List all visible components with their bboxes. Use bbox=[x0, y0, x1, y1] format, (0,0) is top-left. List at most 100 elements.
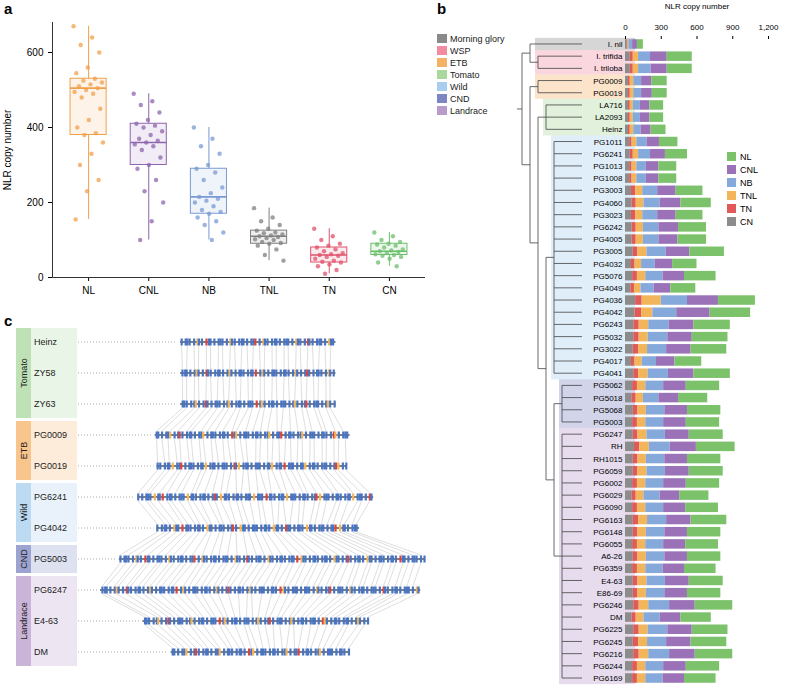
svg-text:ETB: ETB bbox=[19, 442, 29, 460]
svg-text:PG4042: PG4042 bbox=[34, 523, 67, 533]
svg-text:PG6247: PG6247 bbox=[593, 430, 623, 439]
svg-text:200: 200 bbox=[27, 197, 44, 208]
svg-text:DM: DM bbox=[610, 613, 623, 622]
svg-text:PG1013: PG1013 bbox=[593, 162, 623, 171]
svg-text:PG6359: PG6359 bbox=[593, 564, 623, 573]
svg-text:PG6059: PG6059 bbox=[593, 467, 623, 476]
svg-text:PG4060: PG4060 bbox=[593, 199, 623, 208]
svg-text:PG5003: PG5003 bbox=[34, 554, 67, 564]
svg-text:Heinz: Heinz bbox=[34, 337, 58, 347]
svg-text:PG0019: PG0019 bbox=[34, 461, 67, 471]
svg-text:LA2093: LA2093 bbox=[595, 113, 623, 122]
svg-text:RH: RH bbox=[611, 442, 623, 451]
svg-text:TN: TN bbox=[323, 285, 336, 296]
svg-text:PG5068: PG5068 bbox=[593, 406, 623, 415]
svg-text:PG6148: PG6148 bbox=[593, 528, 623, 537]
svg-text:0: 0 bbox=[38, 272, 44, 283]
svg-text:DM: DM bbox=[34, 647, 48, 657]
svg-text:PG3022: PG3022 bbox=[593, 345, 623, 354]
svg-text:TNL: TNL bbox=[260, 285, 279, 296]
svg-text:1,200: 1,200 bbox=[758, 23, 779, 32]
svg-text:NLR copy number: NLR copy number bbox=[665, 2, 730, 11]
html-text:CNL: CNL bbox=[740, 164, 758, 175]
html-text:TNL: TNL bbox=[740, 190, 757, 201]
svg-text:PG1011: PG1011 bbox=[594, 138, 623, 147]
svg-text:CND: CND bbox=[19, 549, 29, 569]
svg-text:Tomato: Tomato bbox=[19, 358, 29, 388]
svg-text:PG1008: PG1008 bbox=[593, 174, 623, 183]
svg-text:CN: CN bbox=[382, 285, 396, 296]
svg-text:NL: NL bbox=[82, 285, 95, 296]
svg-text:PG6090: PG6090 bbox=[593, 503, 623, 512]
svg-text:600: 600 bbox=[27, 47, 44, 58]
svg-text:I. trifida: I. trifida bbox=[596, 52, 623, 61]
svg-text:PG5003: PG5003 bbox=[593, 418, 623, 427]
svg-text:300: 300 bbox=[655, 23, 669, 32]
svg-text:PG4036: PG4036 bbox=[593, 296, 623, 305]
html-text:TN: TN bbox=[740, 203, 752, 214]
svg-text:PG6225: PG6225 bbox=[593, 625, 623, 634]
svg-text:PG6243: PG6243 bbox=[593, 320, 623, 329]
svg-text:ZY63: ZY63 bbox=[34, 399, 56, 409]
svg-text:PG6163: PG6163 bbox=[593, 516, 623, 525]
svg-text:PG6246: PG6246 bbox=[593, 601, 623, 610]
svg-text:WSP: WSP bbox=[450, 46, 471, 56]
svg-text:PG5018: PG5018 bbox=[593, 394, 623, 403]
svg-text:Morning glory: Morning glory bbox=[450, 34, 505, 44]
svg-text:A6-26: A6-26 bbox=[601, 552, 623, 561]
svg-text:PG4042: PG4042 bbox=[593, 308, 623, 317]
svg-text:0: 0 bbox=[623, 23, 628, 32]
svg-text:Tomato: Tomato bbox=[450, 70, 480, 80]
svg-text:PG6002: PG6002 bbox=[593, 479, 623, 488]
svg-text:PG6029: PG6029 bbox=[593, 491, 623, 500]
svg-text:PG0009: PG0009 bbox=[593, 77, 623, 86]
svg-text:PG4049: PG4049 bbox=[593, 284, 623, 293]
svg-text:PG0009: PG0009 bbox=[34, 430, 67, 440]
svg-text:LA716: LA716 bbox=[599, 101, 623, 110]
svg-text:PG6216: PG6216 bbox=[593, 650, 623, 659]
svg-text:E4-63: E4-63 bbox=[34, 616, 58, 626]
svg-text:PG6241: PG6241 bbox=[34, 492, 67, 502]
svg-text:I. nil: I. nil bbox=[608, 40, 623, 49]
svg-text:PG6245: PG6245 bbox=[593, 638, 623, 647]
svg-text:Heinz: Heinz bbox=[602, 125, 622, 134]
svg-text:400: 400 bbox=[27, 122, 44, 133]
svg-text:PG6244: PG6244 bbox=[593, 662, 623, 671]
svg-text:PG4041: PG4041 bbox=[593, 369, 623, 378]
svg-text:PG6055: PG6055 bbox=[593, 540, 623, 549]
svg-text:PG3023: PG3023 bbox=[593, 211, 623, 220]
svg-text:PG6241: PG6241 bbox=[593, 150, 623, 159]
svg-text:NB: NB bbox=[202, 285, 216, 296]
html-text:b: b bbox=[437, 0, 447, 17]
svg-text:PG5076: PG5076 bbox=[593, 272, 623, 281]
svg-text:PG4005: PG4005 bbox=[593, 235, 623, 244]
svg-text:PG4017: PG4017 bbox=[593, 357, 623, 366]
html-text:NL: NL bbox=[740, 151, 752, 162]
svg-text:PG3003: PG3003 bbox=[593, 186, 623, 195]
html-text:NB: NB bbox=[740, 177, 753, 188]
html-text:CN: CN bbox=[740, 216, 753, 227]
svg-text:PG6247: PG6247 bbox=[34, 585, 67, 595]
svg-text:900: 900 bbox=[726, 23, 740, 32]
svg-text:PG6169: PG6169 bbox=[593, 674, 623, 683]
svg-text:Wild: Wild bbox=[19, 504, 29, 522]
svg-text:600: 600 bbox=[690, 23, 704, 32]
svg-text:ZY58: ZY58 bbox=[34, 368, 56, 378]
svg-text:I. triloba: I. triloba bbox=[594, 64, 623, 73]
svg-text:PG5062: PG5062 bbox=[593, 381, 623, 390]
svg-text:PG5032: PG5032 bbox=[593, 333, 623, 342]
svg-text:PG0019: PG0019 bbox=[593, 89, 623, 98]
svg-text:PG4032: PG4032 bbox=[593, 260, 623, 269]
svg-text:PG3005: PG3005 bbox=[593, 247, 623, 256]
svg-text:E4-63: E4-63 bbox=[601, 577, 623, 586]
svg-text:Landrace: Landrace bbox=[19, 602, 29, 640]
svg-text:PG6242: PG6242 bbox=[593, 223, 623, 232]
svg-text:ETB: ETB bbox=[450, 58, 468, 68]
svg-text:Landrace: Landrace bbox=[450, 106, 488, 116]
svg-text:CND: CND bbox=[450, 94, 470, 104]
svg-text:RH1015: RH1015 bbox=[593, 455, 623, 464]
svg-text:CNL: CNL bbox=[139, 285, 159, 296]
svg-text:E86-69: E86-69 bbox=[597, 589, 623, 598]
svg-text:Wild: Wild bbox=[450, 82, 468, 92]
svg-text:NLR copy number: NLR copy number bbox=[2, 109, 13, 190]
